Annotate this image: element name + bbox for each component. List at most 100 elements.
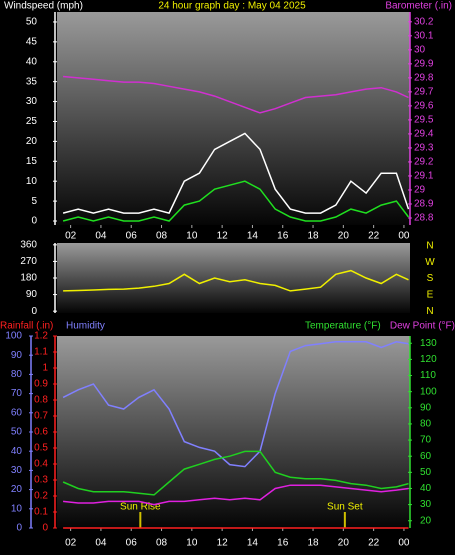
x-tick-label: 02	[65, 538, 77, 549]
y-tick-label: 28.9	[414, 199, 434, 210]
series-line	[63, 484, 409, 506]
x-tick-label: 22	[368, 231, 380, 242]
x-tick-label: 20	[338, 231, 350, 242]
y-tick-label: 50	[26, 17, 38, 28]
y-tick-label: 0	[31, 306, 37, 317]
annotation: Sun Rise	[120, 502, 161, 513]
y-tick-label: 29.1	[414, 171, 434, 182]
x-tick-label: 00	[398, 538, 410, 549]
y-tick-label: 30.2	[414, 16, 434, 27]
compass-label: E	[427, 290, 434, 301]
y-tick-label: 30	[26, 96, 38, 107]
y-tick-label: 35	[26, 76, 38, 87]
compass-label: N	[426, 306, 433, 317]
plot-area	[57, 12, 410, 225]
y-tick-label: 40	[420, 483, 432, 494]
x-tick-label: 14	[247, 231, 259, 242]
y-tick-label: 40	[11, 446, 23, 457]
x-tick-label: 22	[368, 538, 380, 549]
y-tick-label: 25	[26, 116, 38, 127]
y-tick-label: 29	[414, 185, 426, 196]
y-tick-label: 0.4	[34, 459, 48, 470]
x-tick-label: 14	[247, 538, 259, 549]
y-tick-label: 29.5	[414, 115, 434, 126]
axis-label: Rainfall (.in)	[0, 321, 53, 332]
y-tick-label: 40	[26, 56, 38, 67]
y-tick-label: 0	[42, 523, 48, 534]
y-tick-label: 29.8	[414, 73, 434, 84]
x-tick-label: 04	[95, 231, 107, 242]
y-tick-label: 29.6	[414, 101, 434, 112]
y-tick-label: 29.3	[414, 143, 434, 154]
y-tick-label: 29.7	[414, 87, 434, 98]
axis-label: Humidity	[66, 321, 105, 332]
y-tick-label: 80	[11, 369, 23, 380]
y-tick-label: 30	[11, 465, 23, 476]
y-tick-label: 360	[20, 239, 37, 250]
compass-label: S	[427, 273, 434, 284]
series-line	[62, 132, 410, 214]
x-tick-label: 02	[65, 231, 77, 242]
y-tick-label: 30	[420, 499, 432, 510]
y-tick-label: 20	[420, 515, 432, 526]
y-tick-label: 90	[11, 350, 23, 361]
y-tick-label: 180	[20, 273, 37, 284]
annotation: Sun Set	[327, 502, 363, 513]
series-line	[62, 180, 410, 222]
y-tick-label: 0.5	[34, 443, 48, 454]
plot-area	[57, 243, 410, 313]
y-tick-label: 60	[420, 451, 432, 462]
y-tick-label: 1.1	[34, 347, 48, 358]
axis-label: Temperature (°F)	[305, 321, 381, 332]
y-tick-label: 50	[11, 427, 23, 438]
axis-label: Dew Point (°F)	[390, 321, 455, 332]
x-tick-label: 00	[398, 231, 410, 242]
x-tick-label: 04	[95, 538, 107, 549]
series-line	[63, 269, 409, 292]
y-tick-label: 29.9	[414, 58, 434, 69]
y-tick-label: 0	[16, 523, 22, 534]
series-line	[63, 75, 409, 114]
x-tick-label: 18	[307, 538, 319, 549]
y-tick-label: 120	[420, 354, 437, 365]
x-tick-label: 10	[186, 538, 198, 549]
y-tick-label: 30.1	[414, 30, 434, 41]
y-tick-label: 29.4	[414, 129, 434, 140]
y-tick-label: 0.8	[34, 395, 48, 406]
axis-label: Barometer (.in)	[385, 1, 452, 12]
y-tick-label: 5	[31, 196, 37, 207]
x-tick-label: 12	[217, 538, 229, 549]
y-tick-label: 90	[420, 402, 432, 413]
y-tick-label: 0.9	[34, 379, 48, 390]
y-tick-label: 1	[42, 363, 48, 374]
y-tick-label: 110	[420, 370, 436, 381]
y-tick-label: 29.2	[414, 157, 434, 168]
y-tick-label: 50	[420, 467, 432, 478]
y-tick-label: 60	[11, 407, 23, 418]
y-tick-label: 0.6	[34, 427, 48, 438]
x-tick-label: 08	[156, 538, 168, 549]
y-tick-label: 10	[11, 503, 23, 514]
y-tick-label: 130	[420, 338, 437, 349]
x-tick-label: 16	[277, 538, 289, 549]
x-tick-label: 08	[156, 231, 168, 242]
y-tick-label: 70	[420, 435, 432, 446]
compass-label: N	[426, 241, 433, 252]
series-line	[62, 341, 409, 468]
y-tick-label: 0.7	[34, 411, 48, 422]
series-line	[62, 450, 409, 496]
y-tick-label: 20	[11, 484, 23, 495]
chart-title: 24 hour graph day : May 04 2025	[158, 1, 306, 12]
y-tick-label: 100	[420, 386, 437, 397]
y-tick-label: 70	[11, 388, 23, 399]
y-tick-label: 1.2	[34, 331, 48, 342]
y-tick-label: 45	[26, 37, 38, 48]
y-tick-label: 28.8	[414, 213, 434, 224]
x-tick-label: 06	[126, 538, 138, 549]
axis-label: Windspeed (mph)	[4, 1, 83, 12]
y-tick-label: 0	[31, 216, 37, 227]
y-tick-label: 0.3	[34, 475, 48, 486]
y-tick-label: 80	[420, 419, 432, 430]
compass-label: W	[425, 257, 435, 268]
